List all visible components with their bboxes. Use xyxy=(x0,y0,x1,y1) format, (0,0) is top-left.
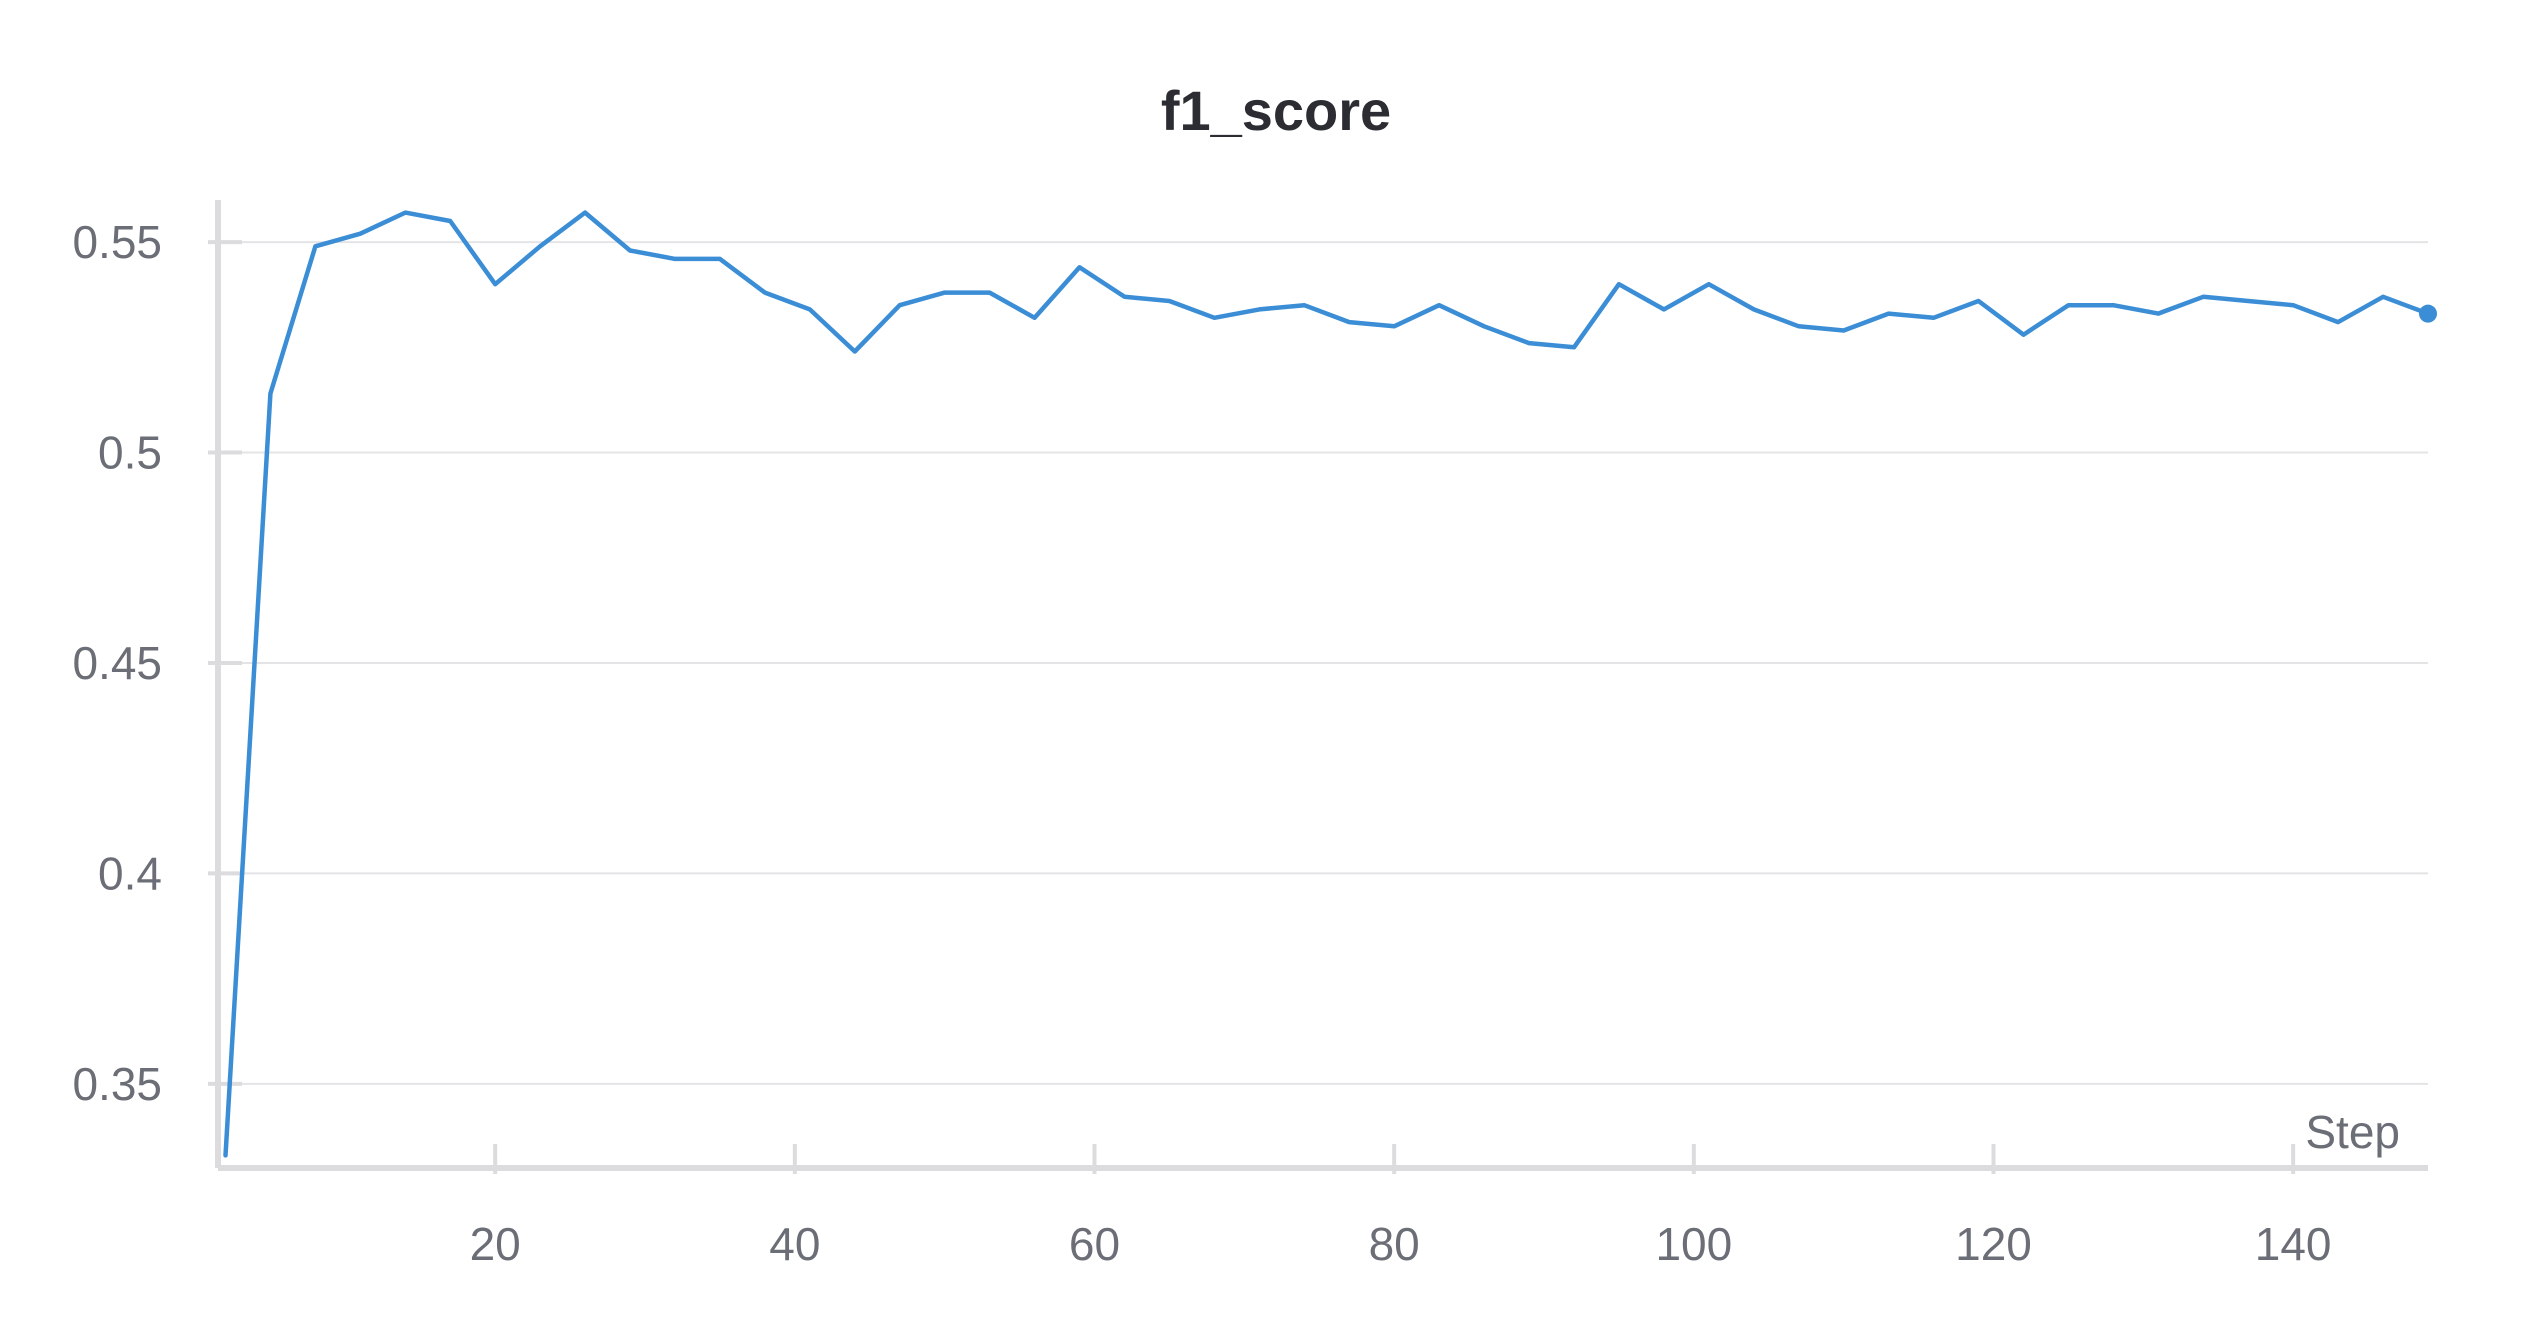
y-tick-label: 0.4 xyxy=(98,847,162,899)
data-point xyxy=(1212,316,1216,320)
data-point xyxy=(1167,299,1171,303)
gridlines xyxy=(218,241,2428,1085)
data-point xyxy=(763,291,767,295)
data-point xyxy=(1527,341,1531,345)
data-point xyxy=(358,232,362,236)
data-point xyxy=(268,392,272,396)
data-point xyxy=(1887,312,1891,316)
data-point xyxy=(1752,307,1756,311)
data-point xyxy=(988,291,992,295)
data-point xyxy=(493,282,497,286)
data-point xyxy=(1842,328,1846,332)
data-point xyxy=(1797,324,1801,328)
data-point xyxy=(1437,303,1441,307)
x-tick-label: 40 xyxy=(769,1218,820,1270)
data-point xyxy=(628,249,632,253)
data-point xyxy=(1302,303,1306,307)
data-point xyxy=(2381,295,2385,299)
data-point xyxy=(2291,303,2295,307)
x-tick-label: 80 xyxy=(1369,1218,1420,1270)
data-point xyxy=(1257,307,1261,311)
data-point xyxy=(1392,324,1396,328)
data-point xyxy=(1033,316,1037,320)
data-point xyxy=(313,244,317,248)
x-tick-label: 120 xyxy=(1955,1218,2032,1270)
data-point xyxy=(853,350,857,354)
data-point xyxy=(1078,265,1082,269)
chart-title: f1_score xyxy=(1161,79,1391,142)
data-point xyxy=(718,257,722,261)
y-tick-label: 0.45 xyxy=(72,637,162,689)
series-line xyxy=(223,210,2431,1158)
data-point xyxy=(2111,303,2115,307)
data-point xyxy=(1482,324,1486,328)
series-end-marker xyxy=(2419,304,2437,323)
data-point xyxy=(808,307,812,311)
y-tick-label: 0.55 xyxy=(72,216,162,268)
data-point xyxy=(898,303,902,307)
data-point xyxy=(2246,299,2250,303)
data-point xyxy=(2336,320,2340,324)
data-point xyxy=(2021,333,2025,337)
data-point xyxy=(1347,320,1351,324)
data-point xyxy=(403,211,407,215)
data-point xyxy=(1977,299,1981,303)
data-point xyxy=(1122,295,1126,299)
data-point xyxy=(943,291,947,295)
x-tick-label: 140 xyxy=(2255,1218,2332,1270)
axes xyxy=(215,200,2428,1171)
data-point xyxy=(673,257,677,261)
x-tick-label: 100 xyxy=(1655,1218,1732,1270)
data-point xyxy=(2066,303,2070,307)
ticks: 0.35 0.4 0.45 0.5 0.55 20 40 60 80 100 120 140 xyxy=(72,216,2331,1270)
x-axis-label: Step xyxy=(2305,1106,2400,1158)
data-point xyxy=(2201,295,2205,299)
data-point xyxy=(538,244,542,248)
data-point xyxy=(1617,282,1621,286)
series-layer xyxy=(223,210,2437,1158)
data-point xyxy=(1707,282,1711,286)
data-point xyxy=(583,211,587,215)
y-tick-label: 0.35 xyxy=(72,1058,162,1110)
data-point xyxy=(2156,312,2160,316)
data-point xyxy=(1662,307,1666,311)
x-tick-label: 60 xyxy=(1069,1218,1120,1270)
data-point xyxy=(1572,345,1576,349)
y-tick-label: 0.5 xyxy=(98,427,162,479)
data-point xyxy=(1932,316,1936,320)
x-tick-label: 20 xyxy=(470,1218,521,1270)
data-point xyxy=(223,1153,227,1157)
data-point xyxy=(448,219,452,223)
